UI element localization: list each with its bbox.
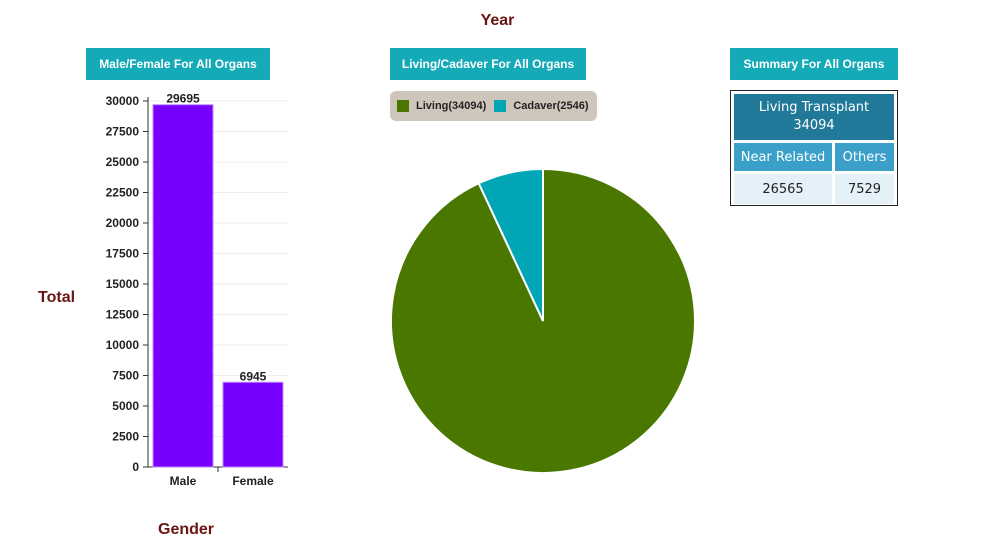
y-tick-label: 12500 bbox=[106, 308, 140, 322]
y-tick-label: 7500 bbox=[112, 369, 139, 383]
summary-value-near-related: 26565 bbox=[734, 174, 832, 204]
y-tick-label: 27500 bbox=[106, 125, 140, 139]
y-tick-label: 0 bbox=[132, 460, 139, 474]
legend-item-cadaver[interactable]: Cadaver(2546) bbox=[494, 100, 589, 112]
page-title: Year bbox=[480, 12, 515, 29]
legend-item-living[interactable]: Living(34094) bbox=[397, 100, 486, 112]
y-axis-label: Total bbox=[38, 289, 76, 306]
legend-label-cadaver: Cadaver(2546) bbox=[513, 100, 589, 112]
legend-label-living: Living(34094) bbox=[416, 100, 487, 112]
x-tick-label-male: Male bbox=[170, 474, 197, 488]
gender-panel-header[interactable]: Male/Female For All Organs bbox=[86, 48, 270, 80]
x-tick-label-female: Female bbox=[232, 474, 274, 488]
living-panel-header[interactable]: Living/Cadaver For All Organs bbox=[390, 48, 586, 80]
summary-living-transplant: Living Transplant 34094 bbox=[734, 94, 894, 140]
summary-value-others: 7529 bbox=[835, 174, 894, 204]
bar-male[interactable] bbox=[152, 104, 214, 468]
y-tick-label: 2500 bbox=[112, 430, 139, 444]
y-tick-label: 20000 bbox=[106, 216, 140, 230]
summary-table: Living Transplant 34094 Near Related Oth… bbox=[730, 90, 898, 206]
x-axis-label: Gender bbox=[158, 521, 215, 538]
bar-female[interactable] bbox=[222, 381, 284, 468]
summary-panel-header[interactable]: Summary For All Organs bbox=[730, 48, 898, 80]
y-tick-label: 25000 bbox=[106, 155, 140, 169]
y-tick-label: 30000 bbox=[106, 94, 140, 108]
y-tick-label: 5000 bbox=[112, 399, 139, 413]
y-tick-label: 22500 bbox=[106, 186, 140, 200]
summary-top-label: Living Transplant bbox=[758, 100, 870, 115]
legend-swatch-living bbox=[397, 100, 409, 112]
y-tick-label: 15000 bbox=[106, 277, 140, 291]
y-tick-label: 10000 bbox=[106, 338, 140, 352]
gender-bar-chart: 0 2500 5000 7500 10000 12500 15000 17500 20000 22… bbox=[106, 92, 288, 488]
summary-col-near-related: Near Related bbox=[734, 143, 832, 171]
y-tick-label: 17500 bbox=[106, 247, 140, 261]
summary-top-value: 34094 bbox=[793, 118, 835, 133]
bar-data-label-female: 6945 bbox=[240, 369, 267, 383]
pie-slice-cadaver[interactable] bbox=[477, 167, 544, 322]
living-cadaver-pie-chart bbox=[390, 167, 696, 474]
summary-col-others: Others bbox=[835, 143, 894, 171]
pie-legend: Living(34094) Cadaver(2546) bbox=[390, 91, 597, 121]
legend-swatch-cadaver bbox=[494, 100, 507, 112]
bar-data-label-male: 29695 bbox=[166, 92, 200, 106]
